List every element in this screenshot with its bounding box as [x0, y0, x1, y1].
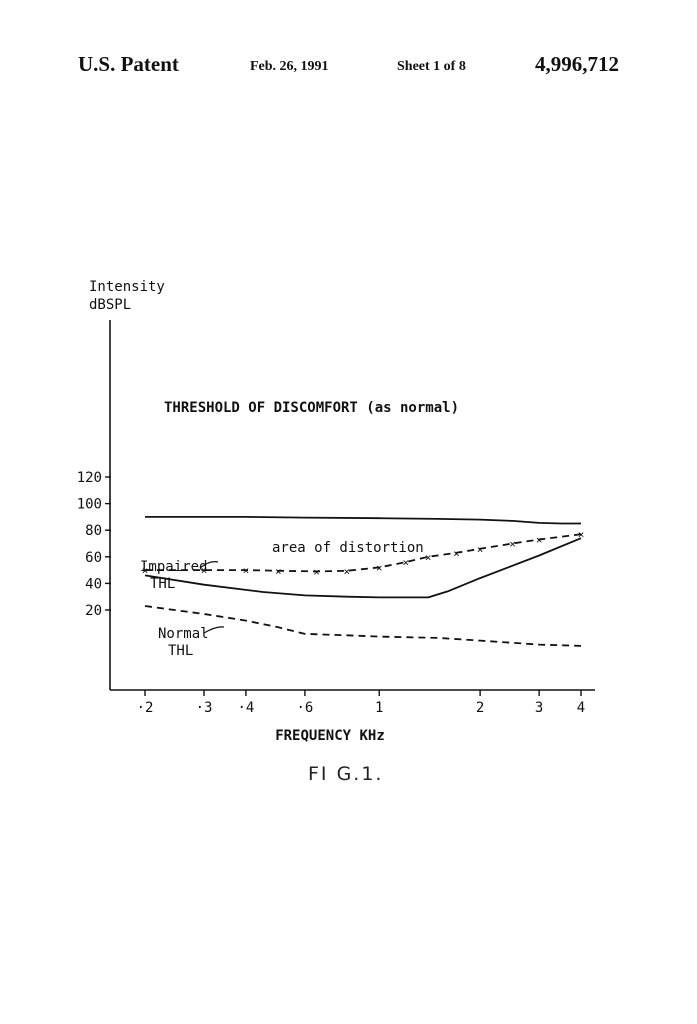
chart-labels: THRESHOLD OF DISCOMFORT (as normal) area … — [140, 400, 459, 659]
distortion-marker: × — [402, 556, 409, 569]
x-tick-label: 2 — [476, 700, 484, 716]
chart-series: × × × × × × × × × × × × × × — [142, 516, 585, 647]
distortion-marker: × — [578, 528, 585, 541]
normal-thl-line — [144, 605, 582, 647]
chart-axes: 20 40 60 80 100 120 ·2 ·3 ·4 ·6 1 2 3 4 Intensity dBSPL… — [77, 279, 595, 744]
distortion-marker: × — [509, 538, 516, 551]
distortion-marker: × — [313, 565, 320, 578]
patent-label: U.S. Patent — [78, 52, 179, 76]
normal-leader — [203, 626, 225, 634]
y-tick-label: 120 — [77, 470, 102, 486]
area-of-distortion-line — [145, 533, 582, 573]
annotation-impaired-thl: Impaired THL — [140, 559, 207, 592]
annotation-distortion: area of distortion — [272, 540, 424, 556]
impaired-leader — [199, 561, 219, 569]
y-tick-label: 40 — [85, 576, 102, 592]
distortion-marker: × — [453, 547, 460, 560]
y-tick-label: 100 — [77, 497, 102, 513]
distortion-marker: × — [536, 534, 543, 547]
annotation-threshold: THRESHOLD OF DISCOMFORT (as normal) — [164, 400, 459, 416]
patent-number: 4,996,712 — [535, 52, 619, 76]
threshold-of-discomfort-line — [145, 516, 581, 525]
y-axis-label: Intensity dBSPL — [89, 279, 165, 313]
impaired-thl-line — [144, 537, 582, 599]
x-tick-label: 4 — [577, 700, 585, 716]
figure-caption: FI G.1. — [308, 763, 384, 785]
distortion-marker: × — [343, 565, 350, 578]
y-tick-label: 20 — [85, 603, 102, 619]
distortion-marker: × — [376, 561, 383, 574]
y-tick-label: 60 — [85, 550, 102, 566]
x-tick-label: ·6 — [296, 700, 313, 716]
x-tick-label: 3 — [535, 700, 543, 716]
patent-sheet: Sheet 1 of 8 — [397, 59, 466, 74]
annotation-normal-thl: Normal THL — [158, 626, 209, 659]
distortion-marker: × — [243, 564, 250, 577]
distortion-marker: × — [275, 565, 282, 578]
distortion-marker: × — [201, 564, 208, 577]
x-tick-label: ·4 — [237, 700, 254, 716]
patent-date: Feb. 26, 1991 — [250, 59, 329, 74]
y-tick-label: 80 — [85, 523, 102, 539]
x-tick-label: ·3 — [196, 700, 213, 716]
x-tick-label: 1 — [375, 700, 383, 716]
x-tick-label: ·2 — [137, 700, 154, 716]
distortion-marker: × — [142, 564, 149, 577]
distortion-marker: × — [425, 551, 432, 564]
x-axis-label: FREQUENCY KHz — [275, 728, 385, 744]
distortion-marker: × — [477, 543, 484, 556]
